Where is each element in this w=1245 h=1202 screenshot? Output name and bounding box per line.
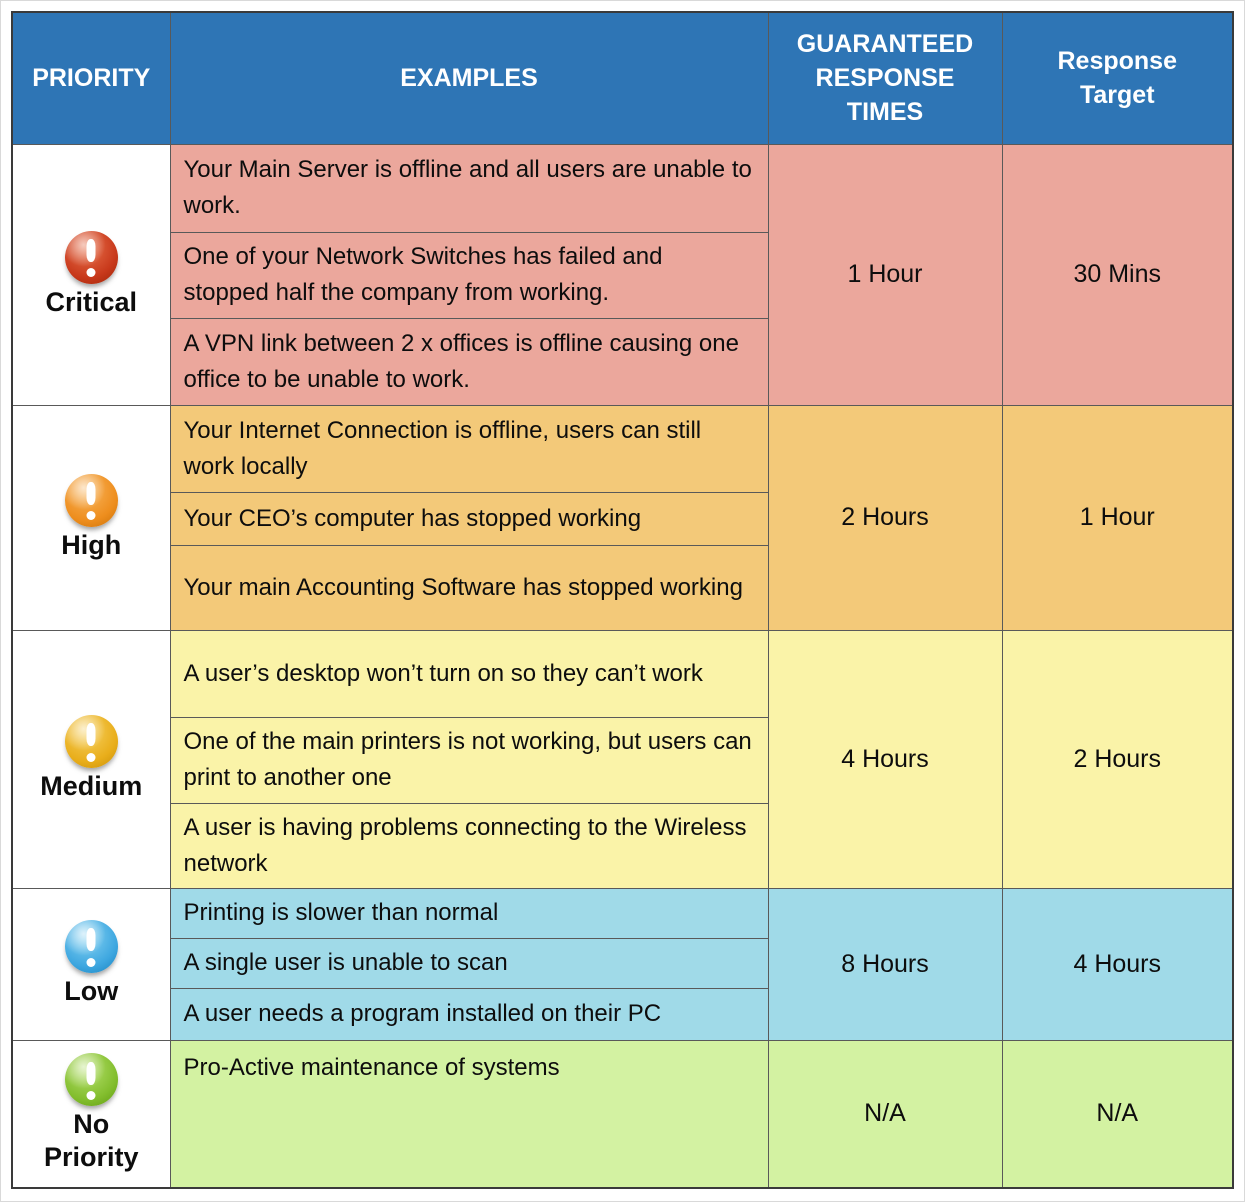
table-header-row: PRIORITY EXAMPLES GUARANTEED RESPONSE TI…: [11, 11, 1234, 145]
priority-cell-high: High: [11, 404, 171, 631]
example-cell: A user’s desktop won’t turn on so they c…: [169, 629, 769, 718]
no-priority-icon: [64, 1053, 118, 1107]
response-target-cell-no-priority: N/A: [1001, 1039, 1234, 1189]
header-response-target: Response Target: [1001, 11, 1234, 145]
table-row: One of the main printers is not working,…: [12, 716, 1233, 804]
priority-sla-table: PRIORITY EXAMPLES GUARANTEED RESPONSE TI…: [11, 11, 1234, 1189]
critical-priority-icon: [64, 230, 118, 284]
example-cell: Your Main Server is offline and all user…: [169, 143, 769, 233]
table-row: Medium A user’s desktop won’t turn on so…: [11, 629, 1234, 889]
table-row: Your CEO’s computer has stopped working: [12, 491, 1233, 546]
priority-cell-no-priority: No Priority: [11, 1039, 171, 1189]
guaranteed-response-cell-high: 2 Hours: [767, 404, 1003, 631]
example-cell: A user is having problems connecting to …: [169, 802, 769, 889]
example-cell: Your main Accounting Software has stoppe…: [169, 544, 769, 631]
response-target-cell-high: 1 Hour: [1001, 404, 1234, 631]
high-priority-icon: [64, 473, 118, 527]
header-guaranteed-response-times-text: GUARANTEED RESPONSE TIMES: [796, 30, 974, 127]
guaranteed-response-cell-medium: 4 Hours: [767, 629, 1003, 889]
example-cell: A user needs a program installed on thei…: [169, 987, 769, 1041]
guaranteed-response-cell-low: 8 Hours: [767, 887, 1003, 1041]
example-cell: A single user is unable to scan: [169, 937, 769, 989]
low-priority-icon: [64, 920, 118, 973]
example-cell: Pro-Active maintenance of systems: [169, 1039, 769, 1189]
table-row: A single user is unable to scan: [12, 937, 1233, 989]
example-cell: One of your Network Switches has failed …: [169, 231, 769, 319]
example-cell: Your CEO’s computer has stopped working: [169, 491, 769, 546]
example-cell: Printing is slower than normal: [169, 887, 769, 939]
header-guaranteed-response-times: GUARANTEED RESPONSE TIMES: [767, 11, 1003, 145]
guaranteed-response-cell-critical: 1 Hour: [767, 143, 1003, 406]
header-priority: PRIORITY: [11, 11, 171, 145]
guaranteed-response-cell-no-priority: N/A: [767, 1039, 1003, 1189]
priority-label-no-priority: No Priority: [43, 1109, 139, 1173]
example-cell: Your Internet Connection is offline, use…: [169, 404, 769, 493]
table-row: Critical Your Main Server is offline and…: [11, 143, 1234, 406]
header-examples: EXAMPLES: [169, 11, 769, 145]
table-row: Low Printing is slower than normal 8 Hou…: [11, 887, 1234, 1041]
priority-label-medium: Medium: [40, 771, 143, 801]
table-row: High Your Internet Connection is offline…: [11, 404, 1234, 631]
response-target-cell-low: 4 Hours: [1001, 887, 1234, 1041]
priority-cell-medium: Medium: [11, 629, 171, 889]
header-response-target-text: Response Target: [1057, 47, 1177, 110]
table-row: Your main Accounting Software has stoppe…: [12, 544, 1233, 631]
table-row: A user is having problems connecting to …: [12, 802, 1233, 889]
response-target-cell-medium: 2 Hours: [1001, 629, 1234, 889]
medium-priority-icon: [64, 715, 118, 768]
priority-label-low: Low: [64, 976, 119, 1006]
table-row: A user needs a program installed on thei…: [12, 987, 1233, 1041]
example-cell: One of the main printers is not working,…: [169, 716, 769, 804]
table-row: A VPN link between 2 x offices is offlin…: [12, 317, 1233, 406]
priority-label-high: High: [61, 529, 122, 560]
response-target-cell-critical: 30 Mins: [1001, 143, 1234, 406]
priority-cell-low: Low: [11, 887, 171, 1041]
priority-label-critical: Critical: [45, 286, 138, 317]
priority-cell-critical: Critical: [11, 143, 171, 406]
table-row: No Priority Pro-Active maintenance of sy…: [11, 1039, 1234, 1189]
example-cell: A VPN link between 2 x offices is offlin…: [169, 317, 769, 406]
